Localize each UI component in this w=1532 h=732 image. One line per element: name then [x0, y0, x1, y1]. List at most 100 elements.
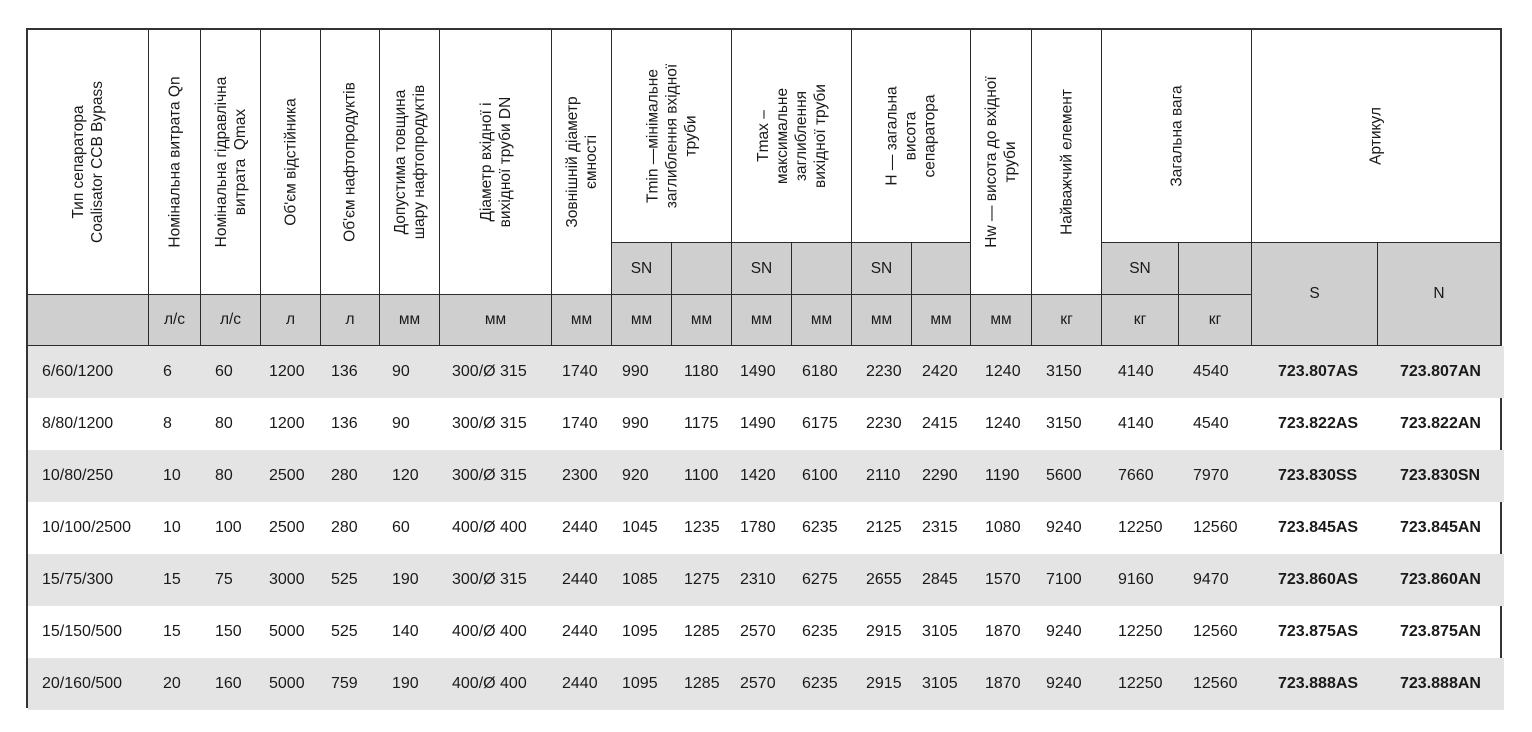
article-number: 723.830SN — [1400, 467, 1481, 484]
table-cell: 300/Ø 315 — [452, 363, 527, 380]
table-cell: 1740 — [562, 363, 598, 380]
table-cell: 60 — [215, 363, 233, 380]
table-cell: 6180 — [802, 363, 838, 380]
table-cell: 1285 — [684, 623, 720, 640]
table-row: 8/80/1200 8 80 1200 136 90 300/Ø 315 1740 990 117… — [28, 398, 1504, 450]
unit-label: мм — [930, 311, 952, 328]
unit-cell: мм — [852, 295, 912, 346]
table-cell: 300/Ø 315 — [452, 415, 527, 432]
article-sub-n: N — [1378, 243, 1500, 346]
table-cell: 525 — [331, 571, 358, 588]
table-cell: 3105 — [922, 623, 958, 640]
table-cell: 1175 — [684, 415, 719, 432]
article-number: 723.807AS — [1278, 363, 1359, 380]
table-cell: 300/Ø 315 — [452, 467, 527, 484]
table-cell: 6100 — [802, 467, 838, 484]
unit-label: мм — [398, 311, 421, 328]
header-qmax: Номінальна гідравлічна витрата Qmax — [201, 30, 261, 295]
table-cell: 2300 — [562, 467, 598, 484]
header-qmax-label: Номінальна гідравлічна витрата Qmax — [212, 76, 249, 248]
unit-label: кг — [1133, 311, 1147, 328]
table-cell: 2310 — [740, 571, 776, 588]
unit-label: мм — [750, 311, 773, 328]
article-number: 723.860AN — [1400, 571, 1481, 588]
table-cell: 1200 — [269, 415, 305, 432]
table-cell: 2570 — [740, 623, 776, 640]
table-cell: 1490 — [740, 415, 776, 432]
unit-cell: мм — [912, 295, 971, 346]
unit-label: мм — [690, 311, 713, 328]
article-number: 723.822AN — [1400, 415, 1481, 432]
table-cell: 15/75/300 — [42, 571, 114, 588]
sn-blank-tmax — [792, 243, 852, 295]
table-cell: 525 — [331, 623, 358, 640]
table-cell: 5000 — [269, 623, 305, 640]
unit-cell: мм — [792, 295, 852, 346]
unit-cell: л/с — [201, 295, 261, 346]
table-cell: 100 — [215, 519, 242, 536]
unit-label: л/с — [163, 311, 186, 328]
table-cell: 20 — [163, 675, 181, 692]
sn-blank-h — [912, 243, 971, 295]
table-cell: 2845 — [922, 571, 958, 588]
header-tmax-label: Tmax – максимальне заглиблення вихідної … — [754, 84, 829, 188]
table-row: 10/80/250 10 80 2500 280 120 300/Ø 315 2300 920 1… — [28, 450, 1504, 502]
table-cell: 1490 — [740, 363, 776, 380]
sn-label-tmax: SN — [732, 243, 792, 295]
table-cell: 920 — [622, 467, 649, 484]
header-heavy-label: Найважчий елемент — [1058, 89, 1075, 235]
table-row: 10/100/2500 10 100 2500 280 60 400/Ø 400 2440 10… — [28, 502, 1504, 554]
unit-cell: мм — [971, 295, 1032, 346]
table-cell: 9470 — [1193, 571, 1229, 588]
table-cell: 8/80/1200 — [42, 415, 114, 432]
article-number: 723.845AS — [1278, 519, 1359, 536]
unit-cell: мм — [672, 295, 732, 346]
table-cell: 7660 — [1118, 467, 1154, 484]
table-cell: 10/80/250 — [42, 467, 114, 484]
sn-label-tmin: SN — [612, 243, 672, 295]
table-cell: 300/Ø 315 — [452, 571, 527, 588]
table-cell: 12250 — [1118, 623, 1163, 640]
table-row: 6/60/1200 6 60 1200 136 90 300/Ø 315 1740 990 118… — [28, 346, 1504, 398]
unit-cell: л — [321, 295, 380, 346]
article-number: 723.807AN — [1400, 363, 1481, 380]
article-number: 723.875AN — [1400, 623, 1481, 640]
table-cell: 1190 — [985, 467, 1020, 484]
table-cell: 9160 — [1118, 571, 1154, 588]
header-tmin: Tmin —мінімальне заглиблення вхідної тру… — [612, 30, 732, 243]
table-cell: 160 — [215, 675, 242, 692]
table-cell: 400/Ø 400 — [452, 623, 527, 640]
table-cell: 1200 — [269, 363, 305, 380]
table-cell: 15 — [163, 623, 181, 640]
table-cell: 15 — [163, 571, 181, 588]
table-cell: 400/Ø 400 — [452, 675, 527, 692]
table-cell: 3150 — [1046, 415, 1082, 432]
table-cell: 15/150/500 — [42, 623, 123, 640]
table-cell: 1870 — [985, 675, 1021, 692]
unit-cell: мм — [732, 295, 792, 346]
table-cell: 759 — [331, 675, 358, 692]
header-h-label: H — загальна висота сепаратора — [883, 86, 939, 186]
table-cell: 12250 — [1118, 675, 1163, 692]
unit-label: мм — [630, 311, 653, 328]
header-vol: Об'єм відстійника — [261, 30, 321, 295]
unit-cell: мм — [440, 295, 552, 346]
header-dn: Діаметр вхідної і вихідної труби DN — [440, 30, 552, 295]
table-cell: 10/100/2500 — [42, 519, 131, 536]
table-cell: 2110 — [866, 467, 901, 484]
table-cell: 190 — [392, 571, 419, 588]
table-cell: 1080 — [985, 519, 1021, 536]
header-article-label: Артикул — [1367, 107, 1385, 165]
unit-label: мм — [870, 311, 893, 328]
unit-label: мм — [570, 311, 593, 328]
table-cell: 60 — [392, 519, 410, 536]
unit-cell — [28, 295, 149, 346]
table-cell: 1870 — [985, 623, 1021, 640]
unit-cell: кг — [1032, 295, 1102, 346]
table-cell: 2570 — [740, 675, 776, 692]
header-hw-label: Hw — висота до вхідної труби — [983, 76, 1019, 248]
table-cell: 4140 — [1118, 415, 1154, 432]
table-cell: 1240 — [985, 415, 1021, 432]
table-cell: 12560 — [1193, 675, 1238, 692]
table-cell: 2415 — [922, 415, 958, 432]
